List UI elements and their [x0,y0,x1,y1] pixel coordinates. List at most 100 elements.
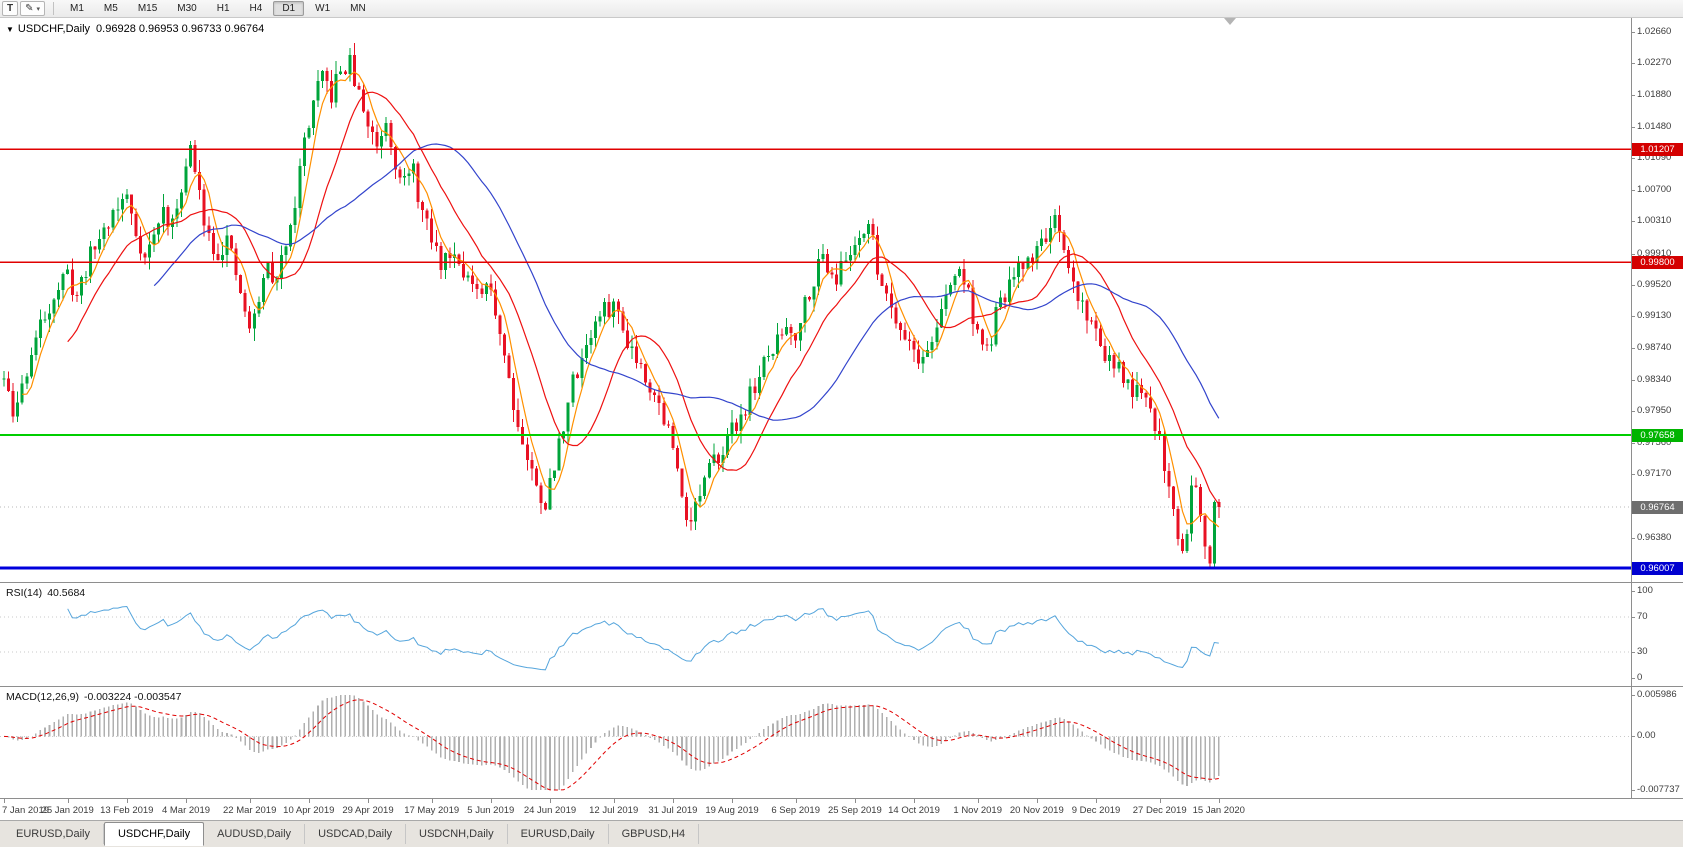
chart-tab-usdcad-daily[interactable]: USDCAD,Daily [305,824,407,844]
rsi-axis-tick: 0 [1637,672,1643,683]
rsi-panel[interactable]: RSI(14) 40.5684 [0,582,1631,686]
candlestick [848,255,852,261]
candlestick [539,485,543,503]
date-tickmark [308,799,310,803]
date-axis-label: 1 Nov 2019 [953,805,1002,816]
candlestick [84,276,88,278]
chart-tab-usdchf-daily[interactable]: USDCHF,Daily [103,822,205,846]
price-axis[interactable]: 1.02660 1.02270 1.01880 1.01480 1.01090 1.007… [1631,18,1683,798]
candlestick [280,254,284,279]
candlestick [553,470,556,479]
timeframe-button-h1[interactable]: H1 [216,3,230,14]
main-chart-canvas[interactable] [0,18,1631,582]
candlestick [375,131,379,147]
chart-tab-usdcnh-daily[interactable]: USDCNH,Daily [406,824,508,844]
date-axis[interactable]: 7 Jan 2019 25 Jan 2019 13 Feb 2019 4 Mar 20… [0,798,1683,820]
price-axis-tick: 0.99910 [1637,247,1672,259]
candlestick [157,223,161,235]
candlestick [948,284,952,295]
macd-panel[interactable]: MACD(12,26,9) -0.003224 -0.003547 [0,686,1631,798]
candlestick [52,299,56,314]
chart-tab-audusd-daily[interactable]: AUDUSD,Daily [204,824,306,844]
draw-tools-icon: ✎ [25,2,34,14]
collapse-triangle-icon: ▼ [6,25,14,34]
candlestick [293,208,297,225]
candlestick [57,289,61,300]
candlestick [352,55,356,86]
rsi-line [67,605,1219,671]
axis-tickmark [1632,316,1635,318]
chart-tab-eurusd-daily[interactable]: EURUSD,Daily [3,824,104,844]
axis-tickmark [1632,380,1635,382]
candlestick [516,410,520,427]
macd-axis-tick: -0.007737 [1637,784,1680,795]
candlestick [639,363,643,365]
candlestick [507,355,511,378]
ma-15-line [67,91,1220,505]
date-axis-label: 9 Dec 2019 [1071,805,1121,816]
main-chart-panel[interactable]: ▼ USDCHF,Daily 0.96928 0.96953 0.96733 0.9… [0,18,1631,582]
candlestick [525,444,529,461]
candlestick [307,128,311,138]
candlestick [161,206,165,224]
chart-tab-gbpusd-h4[interactable]: GBPUSD,H4 [609,824,700,844]
timeframe-button-mn[interactable]: MN [350,3,366,14]
candlestick [912,341,916,350]
candlestick [776,334,779,355]
candlestick [534,468,538,486]
axis-tickmark [1632,651,1635,653]
candlestick [557,438,561,471]
date-axis-label: 13 Feb 2019 [100,805,154,816]
chart-tab-eurusd-daily[interactable]: EURUSD,Daily [508,824,609,844]
text-tool-button[interactable]: T [2,1,19,16]
timeframe-button-d1[interactable]: D1 [273,1,305,16]
candlestick [129,194,133,214]
candlestick [193,145,197,172]
timeframe-button-m1[interactable]: M1 [70,3,84,14]
rsi-axis-tick: 30 [1637,645,1648,657]
chart-shift-marker[interactable] [1224,18,1236,25]
candlestick [757,377,761,393]
date-tickmark [67,799,69,803]
candlestick [621,311,625,331]
candlestick [1035,245,1039,263]
candlestick [926,349,930,358]
candlestick [243,293,247,312]
axis-tickmark [1632,678,1635,679]
candlestick [780,334,784,336]
candlestick [361,89,365,112]
candlestick [1071,267,1075,282]
candlestick [739,414,743,432]
candlestick [443,252,447,270]
candlestick [1085,300,1089,321]
rsi-canvas[interactable] [0,583,1631,686]
candlestick [830,272,834,275]
axis-tickmark [1632,537,1635,539]
macd-canvas[interactable] [0,687,1631,798]
candlestick [70,269,74,295]
candlestick [498,315,502,335]
candlestick [79,276,83,296]
candlestick [616,301,620,312]
timeframe-button-m5[interactable]: M5 [103,3,118,14]
candlestick [466,275,470,278]
candlestick [416,163,420,202]
candlestick [653,392,657,396]
draw-tools-button[interactable]: ✎ ▾ [20,1,46,16]
timeframe-button-m15[interactable]: M15 [137,3,158,14]
candlestick [989,344,993,346]
candlestick [1194,485,1198,487]
price-axis-tick: 0.99520 [1637,278,1672,290]
date-axis-label: 27 Dec 2019 [1132,805,1187,816]
timeframe-button-m30[interactable]: M30 [177,3,197,14]
candlestick [1090,320,1093,322]
candlestick [61,274,65,290]
timeframe-button-w1[interactable]: W1 [315,3,331,14]
candlestick [116,209,120,211]
timeframe-button-h4[interactable]: H4 [249,3,263,14]
date-axis-label: 20 Nov 2019 [1009,805,1064,816]
toolbar-separator [53,2,55,15]
candlestick [2,378,6,380]
candlestick [284,246,288,255]
candlestick [230,235,233,249]
